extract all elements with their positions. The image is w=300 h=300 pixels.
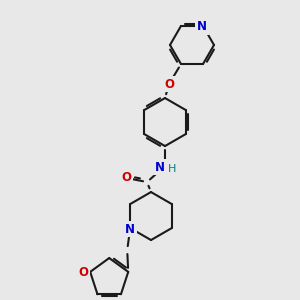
Text: N: N <box>197 20 207 33</box>
Text: N: N <box>125 223 135 236</box>
Text: H: H <box>168 164 176 174</box>
Text: O: O <box>164 78 174 91</box>
Text: O: O <box>121 171 131 184</box>
Text: N: N <box>155 160 165 174</box>
Text: O: O <box>78 266 88 279</box>
